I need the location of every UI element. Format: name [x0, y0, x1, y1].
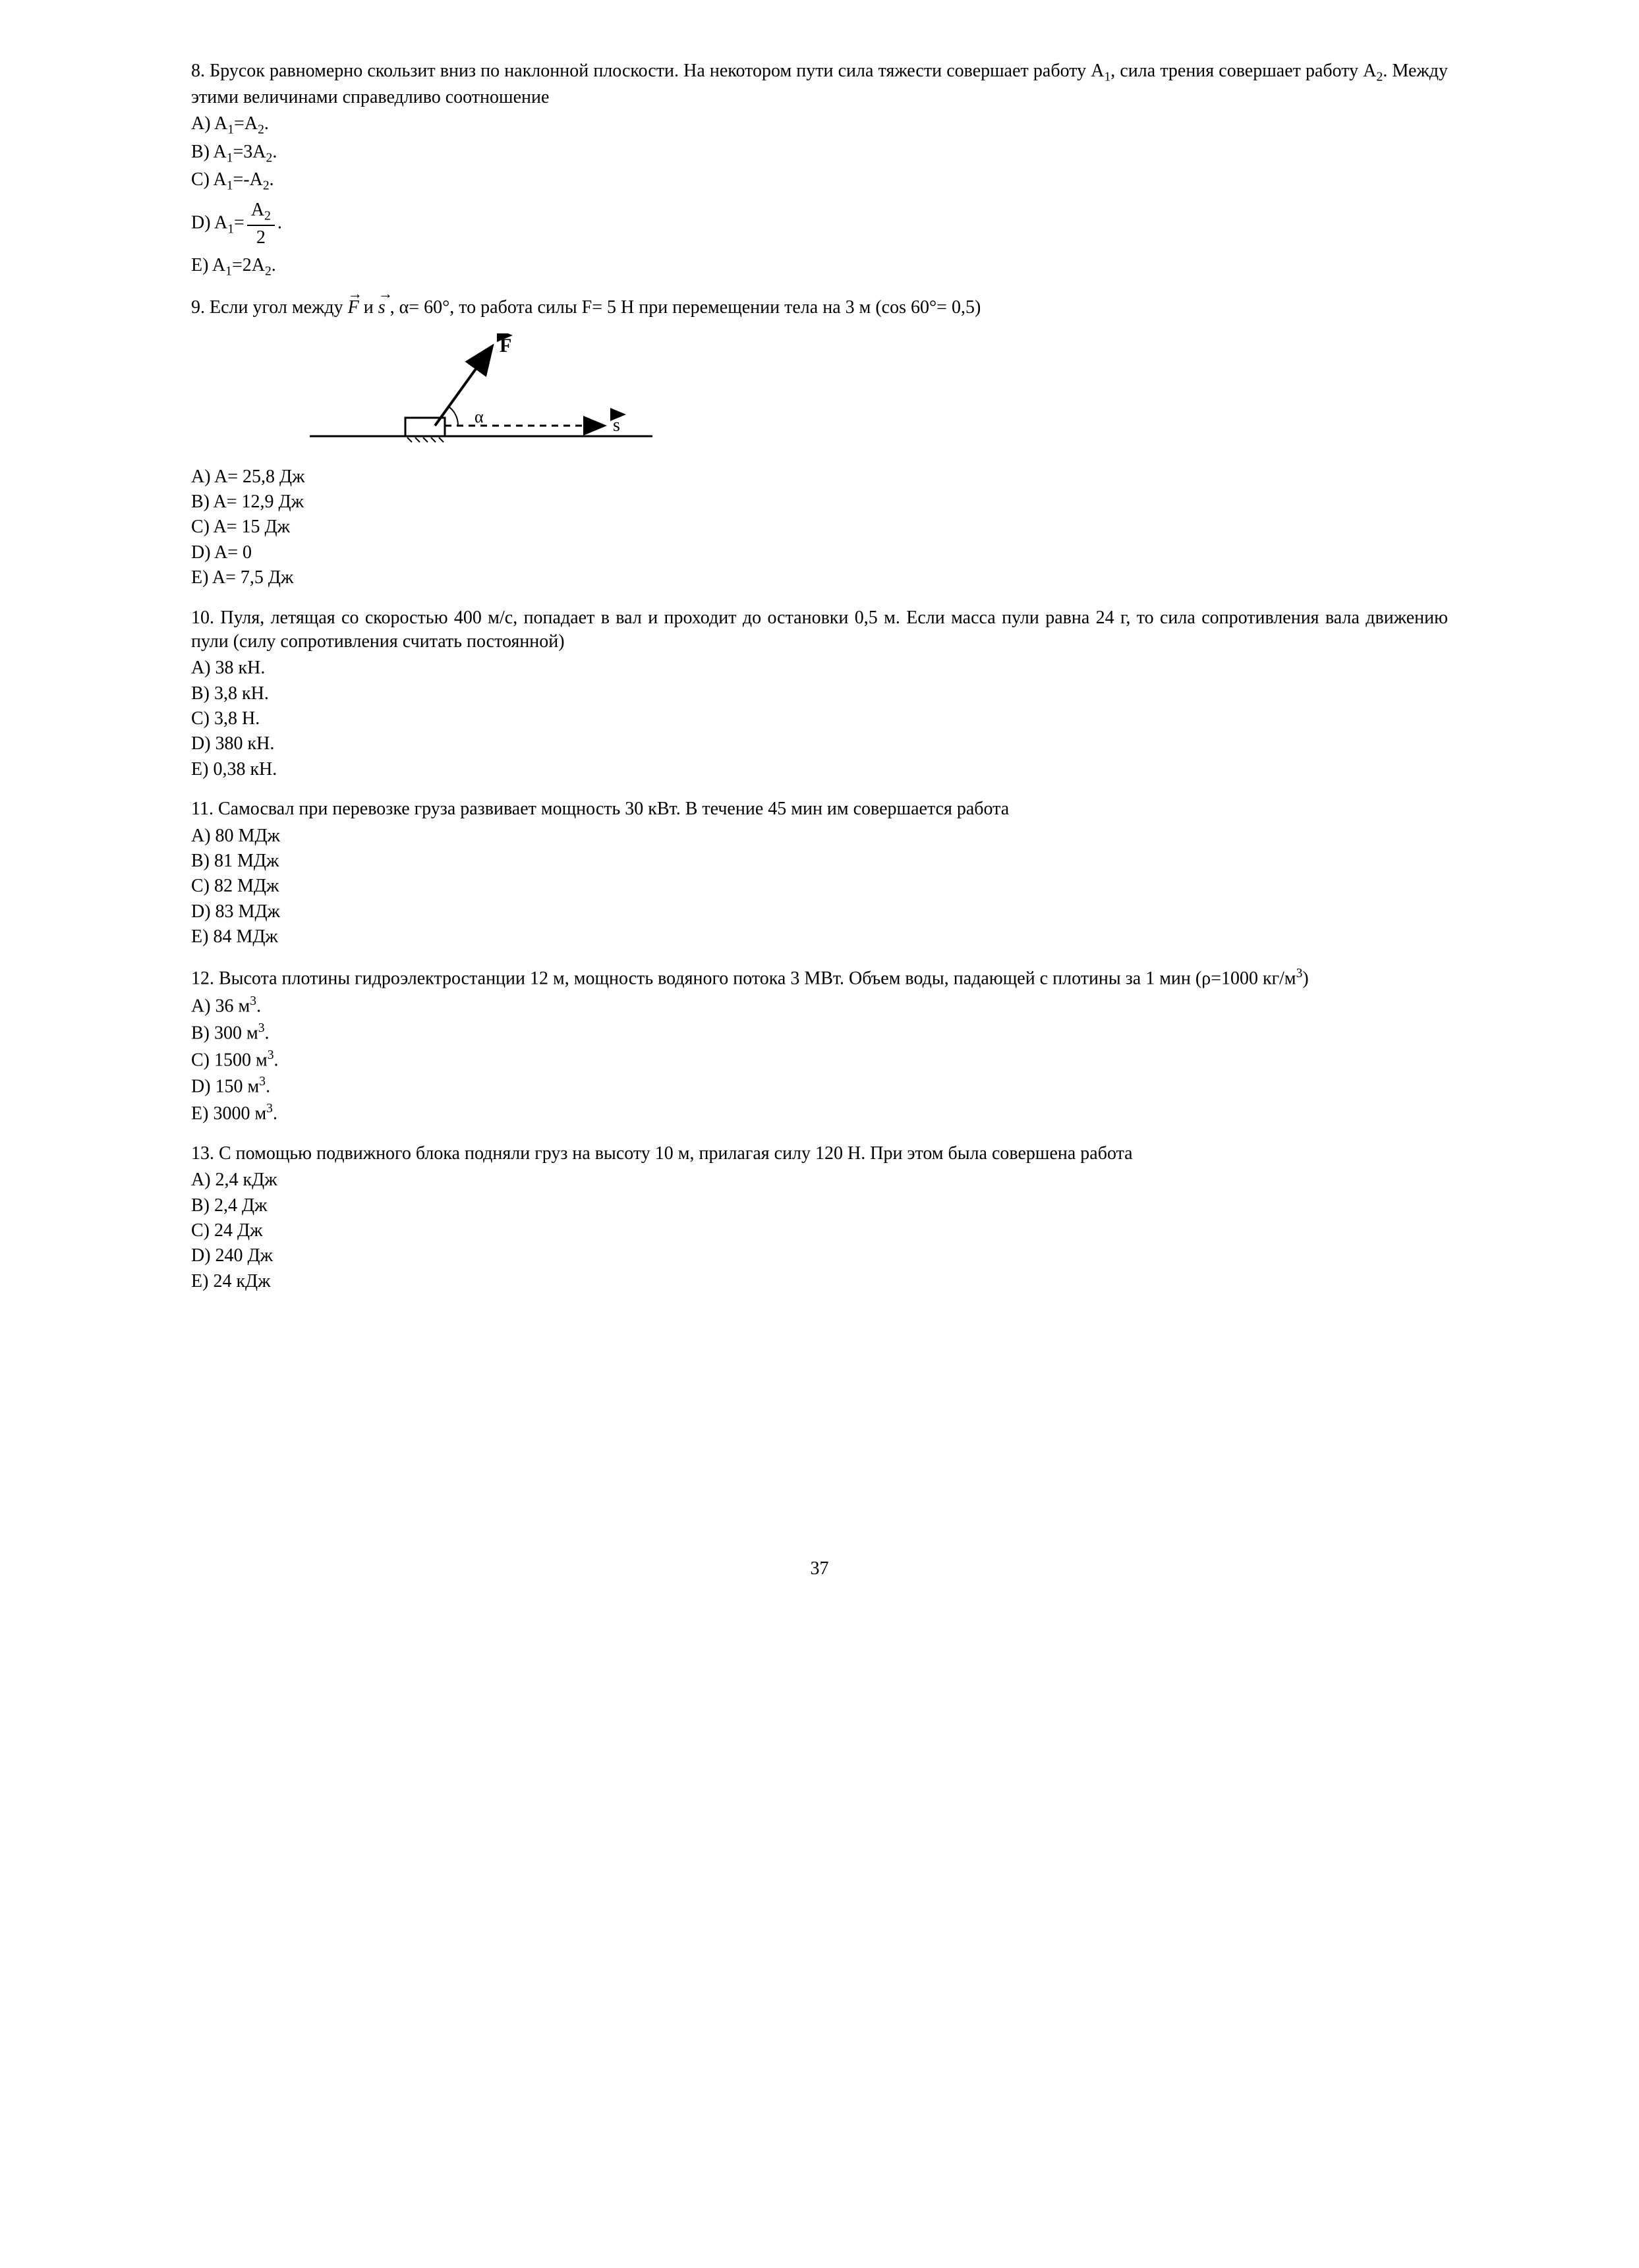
- q8-sub2: 2: [1377, 71, 1383, 84]
- q10-option-a: A) 38 кН.: [191, 656, 1448, 680]
- q8-sub1: 1: [1104, 71, 1110, 84]
- question-13: 13. С помощью подвижного блока подняли г…: [191, 1142, 1448, 1293]
- q11-option-d: D) 83 МДж: [191, 900, 1448, 924]
- q10-option-c: C) 3,8 Н.: [191, 707, 1448, 731]
- q8-option-c: C) A1=-A2.: [191, 168, 1448, 194]
- alpha-label: α: [474, 407, 484, 426]
- q8-option-b: B) A1=3A2.: [191, 140, 1448, 167]
- q13-text: С помощью подвижного блока подняли груз …: [219, 1143, 1133, 1164]
- q11-number: 11.: [191, 799, 214, 819]
- q8-option-e: E) A1=2A2.: [191, 254, 1448, 280]
- q10-option-d: D) 380 кН.: [191, 732, 1448, 756]
- q13-option-b: B) 2,4 Дж: [191, 1194, 1448, 1218]
- q11-option-c: C) 82 МДж: [191, 874, 1448, 898]
- q8-option-a: A) A1=A2.: [191, 112, 1448, 138]
- q11-option-b: B) 81 МДж: [191, 849, 1448, 873]
- q8-d-fraction: A22: [247, 198, 275, 250]
- q9-text-part1: Если угол между: [210, 297, 348, 318]
- question-12: 12. Высота плотины гидроэлектростанции 1…: [191, 965, 1448, 1126]
- q11-option-a: A) 80 МДж: [191, 824, 1448, 848]
- q12-text-part1: Высота плотины гидроэлектростанции 12 м,…: [219, 968, 1296, 988]
- q13-option-a: A) 2,4 кДж: [191, 1168, 1448, 1192]
- q9-vec-s: s: [378, 296, 386, 320]
- question-9-text: 9. Если угол между F и s , α= 60°, то ра…: [191, 296, 1448, 320]
- q9-option-c: C) A= 15 Дж: [191, 515, 1448, 539]
- q9-option-e: E) A= 7,5 Дж: [191, 566, 1448, 590]
- q12-option-c: C) 1500 м3.: [191, 1047, 1448, 1073]
- q11-option-e: E) 84 МДж: [191, 925, 1448, 949]
- question-13-text: 13. С помощью подвижного блока подняли г…: [191, 1142, 1448, 1166]
- q9-option-b: B) A= 12,9 Дж: [191, 490, 1448, 514]
- q8-number: 8.: [191, 61, 205, 81]
- q10-option-e: E) 0,38 кН.: [191, 758, 1448, 781]
- q10-number: 10.: [191, 608, 214, 628]
- question-8-text: 8. Брусок равномерно скользит вниз по на…: [191, 59, 1448, 109]
- q8-text-part1: Брусок равномерно скользит вниз по накло…: [210, 61, 1104, 81]
- q9-number: 9.: [191, 297, 205, 318]
- q12-number: 12.: [191, 968, 214, 988]
- q8-option-d: D) A1=A22.: [191, 198, 1448, 250]
- question-12-text: 12. Высота плотины гидроэлектростанции 1…: [191, 965, 1448, 991]
- q10-text: Пуля, летящая со скоростью 400 м/с, попа…: [191, 608, 1448, 652]
- question-9: 9. Если угол между F и s , α= 60°, то ра…: [191, 296, 1448, 590]
- s-label: s: [613, 415, 620, 436]
- q12-option-b: B) 300 м3.: [191, 1020, 1448, 1046]
- question-11-text: 11. Самосвал при перевозке груза развива…: [191, 797, 1448, 821]
- question-8: 8. Брусок равномерно скользит вниз по на…: [191, 59, 1448, 280]
- q9-diagram: α F s: [310, 333, 1448, 452]
- q13-option-e: E) 24 кДж: [191, 1270, 1448, 1293]
- question-11: 11. Самосвал при перевозке груза развива…: [191, 797, 1448, 949]
- q8-text-part2: , сила трения совершает работу A: [1110, 61, 1376, 81]
- q12-option-e: E) 3000 м3.: [191, 1100, 1448, 1126]
- q11-text: Самосвал при перевозке груза развивает м…: [218, 799, 1009, 819]
- q9-text-part3: , α= 60°, то работа силы F= 5 Н при пере…: [386, 297, 981, 318]
- f-label: F: [500, 335, 511, 356]
- q12-option-d: D) 150 м3.: [191, 1073, 1448, 1099]
- angle-arc: [449, 407, 458, 426]
- q12-option-a: A) 36 м3.: [191, 993, 1448, 1019]
- question-10-text: 10. Пуля, летящая со скоростью 400 м/с, …: [191, 606, 1448, 654]
- page-number: 37: [191, 1557, 1448, 1581]
- q9-vec-f: F: [348, 296, 359, 320]
- q10-option-b: B) 3,8 кН.: [191, 682, 1448, 706]
- force-diagram-svg: α F s: [310, 333, 652, 452]
- q13-number: 13.: [191, 1143, 214, 1164]
- q12-sup: 3: [1296, 967, 1303, 980]
- q9-option-a: A) A= 25,8 Дж: [191, 465, 1448, 489]
- q12-text-part2: ): [1302, 968, 1308, 988]
- q13-option-c: C) 24 Дж: [191, 1219, 1448, 1243]
- question-10: 10. Пуля, летящая со скоростью 400 м/с, …: [191, 606, 1448, 782]
- q9-option-d: D) A= 0: [191, 541, 1448, 565]
- q13-option-d: D) 240 Дж: [191, 1244, 1448, 1268]
